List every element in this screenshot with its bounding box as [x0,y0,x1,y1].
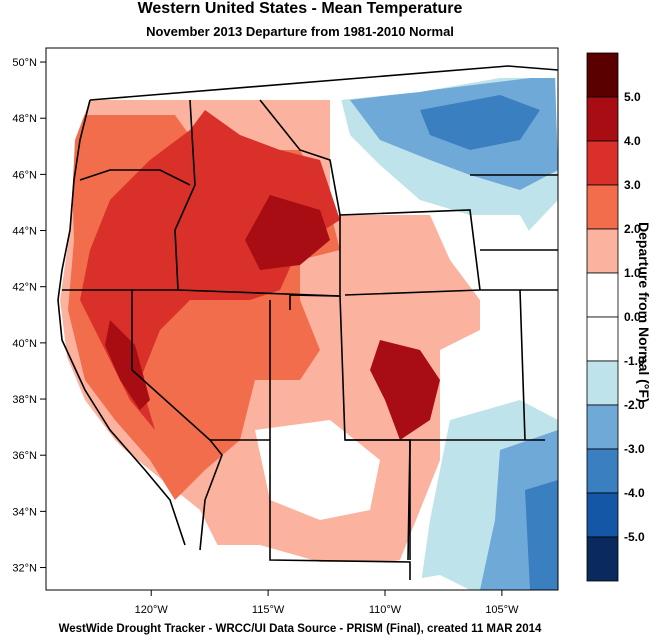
colorbar-swatch [586,316,619,362]
colorbar-label: 3.0 [624,178,641,192]
map-title: Western United States - Mean Temperature [137,0,463,17]
land-cool-strong [420,95,540,150]
colorbar-swatch [586,52,619,98]
land-warm-extreme-3 [370,340,440,440]
map-field [46,48,558,590]
longitude-axis: 120°W 115°W 110°W 105°W [135,590,519,616]
colorbar-label: 0.0 [624,310,641,324]
colorbar-label: 5.0 [624,90,641,104]
colorbar-swatch [586,96,619,142]
latitude-label: 32°N [12,563,37,575]
land-cool-strong-2 [525,480,558,590]
canada-area [46,48,558,100]
latitude-label: 42°N [12,282,37,294]
colorbar-swatch [586,140,619,186]
map-footer: WestWide Drought Tracker - WRCC/UI Data … [58,623,542,635]
latitude-axis: 50°N 48°N 46°N 44°N 42°N 40°N 38°N 36°N 34°N 32°N [12,57,46,575]
land-warm-extreme-2 [105,320,150,410]
colorbar-swatch [586,184,619,230]
colorbar: 5.0 4.0 3.0 2.0 1.0 0.0 -1.0 -2.0 -3.0 -4.0 -5.0 [586,52,645,582]
colorbar-label: -5.0 [624,530,645,544]
map-frame [45,47,559,591]
latitude-label: 34°N [12,506,37,518]
land-warm-extreme [245,195,330,270]
latitude-label: 48°N [12,113,37,125]
colorbar-label: -3.0 [624,442,645,456]
colorbar-swatch [586,448,619,494]
colorbar-label: -1.0 [624,354,645,368]
colorbar-label: 4.0 [624,134,641,148]
state-borders [62,65,558,580]
land-neutral-plains [430,215,545,330]
land-neutral-sw [255,420,380,520]
latitude-label: 50°N [12,57,37,69]
colorbar-swatch [586,404,619,450]
longitude-label: 115°W [252,604,285,616]
colorbar-swatch [586,536,619,582]
ocean-pacific [46,48,185,590]
longitude-label: 105°W [485,604,519,616]
colorbar-label: -2.0 [624,398,645,412]
colorbar-swatch [586,228,619,274]
colorbar-label: -4.0 [624,486,645,500]
latitude-label: 36°N [12,450,37,462]
map-subtitle: November 2013 Departure from 1981-2010 N… [146,24,454,39]
land-warm-strong [80,110,340,430]
longitude-label: 110°W [369,604,402,616]
longitude-label: 120°W [135,604,169,616]
colorbar-label: 2.0 [624,222,641,236]
latitude-label: 40°N [12,338,37,350]
colorbar-label: 1.0 [624,266,641,280]
latitude-label: 46°N [12,169,37,181]
colorbar-swatch [586,492,619,538]
colorbar-swatch [586,360,619,406]
latitude-label: 44°N [12,226,37,238]
colorbar-swatch [586,272,619,318]
mexico-area [150,545,470,590]
coastline [57,99,186,546]
latitude-label: 38°N [12,394,37,406]
